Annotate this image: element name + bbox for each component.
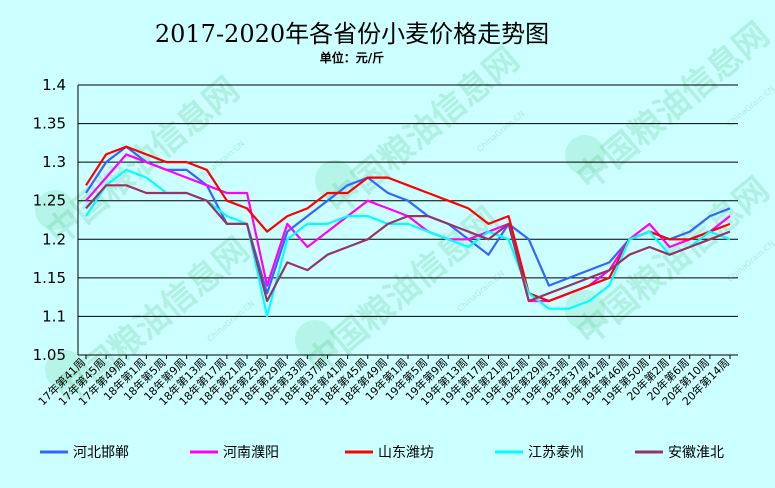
series-line-1	[85, 145, 731, 295]
watermark-subtext: ChinaGrain.CN	[726, 84, 775, 129]
watermark-logo	[35, 190, 75, 230]
y-tick-label: 1.15	[33, 269, 66, 287]
y-tick-label: 1.3	[42, 153, 66, 171]
series-lines	[85, 145, 731, 318]
legend-label-5: 安徽淮北	[668, 445, 724, 461]
chart-subtitle: 单位：元/斤	[320, 50, 384, 65]
x-axis-ticks: 17年第41周17年第45周17年第49周18年第1周18年第5周18年第9周1…	[35, 355, 732, 408]
y-tick-label: 1.25	[33, 192, 66, 210]
y-axis-ticks: 1.4 1.35 1.3 1.25 1.2 1.15 1.1 1.05	[33, 76, 66, 364]
legend-label-2: 河南濮阳	[223, 445, 279, 461]
watermark-logo	[315, 160, 355, 200]
series-line-5	[85, 184, 731, 303]
y-tick-label: 1.05	[33, 346, 66, 364]
y-tick-label: 1.4	[42, 76, 66, 94]
watermark-subtext: ChinaGrain.CN	[196, 139, 247, 184]
watermark-logo	[45, 350, 85, 390]
watermark-logo	[565, 135, 605, 175]
y-tick-label: 1.1	[42, 307, 66, 325]
watermark-logo	[295, 320, 335, 360]
legend-label-4: 江苏泰州	[528, 445, 584, 461]
watermark-subtext: ChinaGrain.CN	[476, 109, 527, 154]
legend-label-1: 河北邯郸	[73, 445, 129, 461]
y-tick-label: 1.35	[33, 115, 66, 133]
watermark-logo	[565, 290, 605, 330]
watermark-subtext: ChinaGrain.CN	[726, 239, 775, 284]
legend-label-3: 山东潍坊	[378, 445, 434, 461]
watermark-subtext: ChinaGrain.CN	[456, 269, 507, 314]
chart-title: 2017-2020年各省份小麦价格走势图	[155, 20, 549, 48]
y-tick-label: 1.2	[42, 230, 66, 248]
watermark-subtext: ChinaGrain.CN	[206, 299, 257, 344]
legend: 河北邯郸 河南濮阳 山东潍坊 江苏泰州 安徽淮北	[40, 445, 724, 461]
